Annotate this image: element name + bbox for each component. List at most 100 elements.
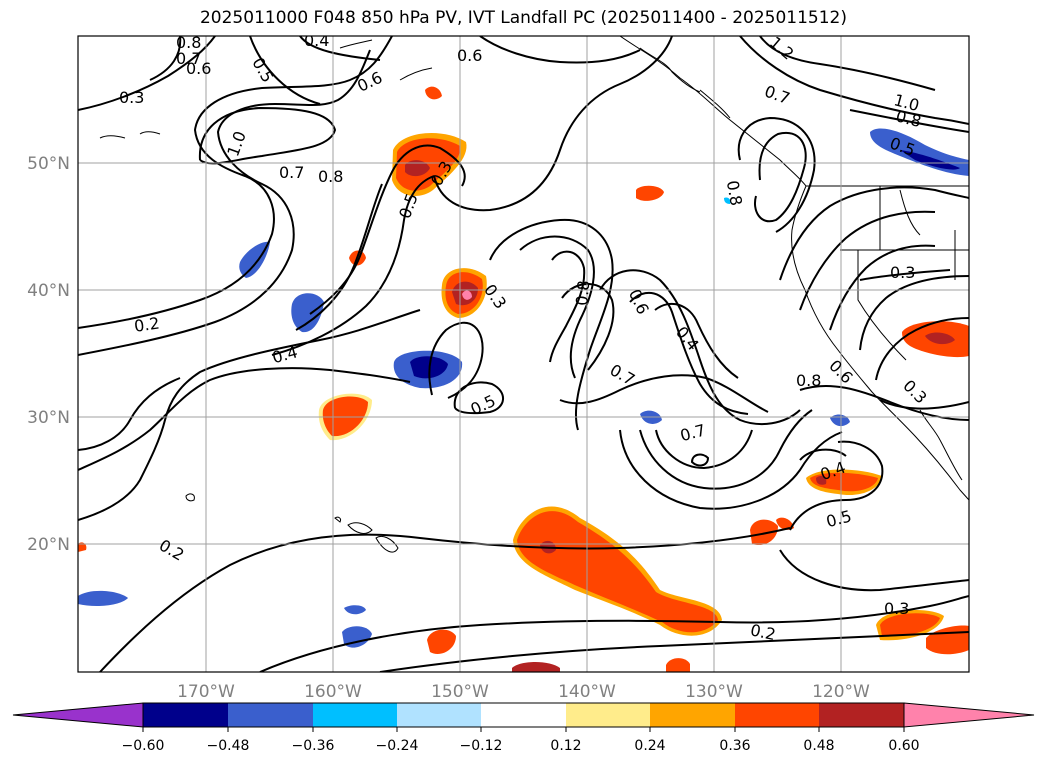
longitude-labels: 170°W 160°W 150°W 140°W 130°W 120°W (177, 682, 870, 702)
contour-line (779, 186, 969, 281)
contour-line (799, 384, 969, 421)
contour-line (654, 302, 739, 379)
lat-label: 40°N (27, 281, 70, 301)
colorbar-tick-label: −0.12 (460, 738, 503, 754)
positive-anomaly-patch (666, 658, 690, 672)
colorbar-tick-label: −0.60 (122, 738, 165, 754)
map-title: 2025011000 F048 850 hPa PV, IVT Landfall… (199, 8, 847, 28)
colorbar-tick-label: 0.60 (888, 738, 919, 754)
contour-line (433, 36, 673, 212)
contour-line (379, 631, 969, 672)
contour-label: 0.7 (762, 82, 792, 109)
contour-line (295, 183, 383, 331)
positive-anomaly-patch (925, 332, 955, 345)
colorbar-extend-high (903, 702, 1035, 728)
contour-label: 0.4 (270, 342, 300, 367)
contour-line (99, 527, 791, 672)
contour-label: 0.8 (176, 33, 201, 52)
latitude-labels: 50°N 40°N 30°N 20°N (27, 154, 70, 555)
coastline (375, 535, 399, 553)
contour-label: 0.7 (678, 420, 708, 445)
contour-line (561, 283, 615, 371)
contour-line (599, 269, 801, 426)
coastline (699, 89, 731, 119)
contour-label: 0.6 (186, 59, 211, 78)
positive-anomaly-patch (926, 625, 969, 655)
map-frame (77, 35, 970, 673)
coastline (899, 189, 921, 236)
contour-line (519, 235, 595, 379)
positive-anomaly-patch (816, 476, 827, 485)
contour-label: 0.5 (468, 391, 499, 419)
negative-anomaly-patch (900, 150, 960, 170)
coastline (939, 439, 963, 481)
contour-line (249, 36, 321, 105)
contour-line (78, 49, 371, 356)
contour-line (754, 131, 807, 223)
contour-label: 0.4 (304, 31, 329, 50)
coastline (347, 522, 373, 534)
contour-line (639, 409, 813, 490)
pv-contours (78, 36, 969, 672)
colorbar-tick-label: 0.36 (719, 738, 750, 754)
contour-label: 0.8 (723, 179, 746, 207)
negative-anomaly-patch (830, 414, 850, 427)
contour-line (479, 36, 641, 64)
positive-anomaly-patch (636, 185, 664, 201)
contour-line (559, 374, 769, 413)
coastline (334, 516, 341, 523)
contour-line (78, 36, 216, 111)
contour-label: 1.0 (223, 129, 250, 159)
positive-anomaly-patch (462, 290, 472, 300)
colorbar-segment (650, 703, 735, 727)
contour-label: 0.8 (572, 280, 593, 307)
contour-label: 0.3 (119, 88, 144, 107)
colorbar-tick-label: −0.24 (376, 738, 419, 754)
contour-line (619, 429, 843, 510)
anomaly-fills (78, 86, 969, 672)
contour-label: 0.2 (749, 620, 778, 644)
contour-line (78, 367, 411, 471)
positive-anomaly-patch (517, 511, 718, 633)
contour-line (78, 309, 421, 521)
colorbar: −0.60 −0.48 −0.36 −0.24 −0.12 0.12 0.24 … (12, 702, 1035, 754)
contour-line (789, 440, 884, 531)
contour-label: 0.6 (825, 356, 856, 387)
colorbar-segment (819, 703, 904, 727)
positive-anomaly-patch (425, 86, 442, 100)
colorbar-frame (142, 702, 905, 728)
colorbar-tick-label: −0.48 (207, 738, 250, 754)
positive-anomaly-patch (78, 542, 87, 552)
positive-anomaly-patch (512, 662, 560, 672)
colorbar-extend-low (12, 702, 144, 728)
colorbar-segment (143, 703, 228, 727)
contour-line (428, 321, 484, 399)
contour-line (271, 175, 435, 356)
coastline (619, 36, 969, 501)
contour-label: 0.2 (156, 535, 188, 564)
coastline (639, 47, 701, 93)
colorbar-ticks (142, 727, 905, 732)
positive-anomaly-patch (810, 472, 878, 492)
contour-label: 0.8 (894, 106, 924, 131)
colorbar-tick-label: −0.36 (292, 738, 335, 754)
negative-anomaly-patch (239, 241, 270, 278)
contour-line (198, 106, 337, 165)
colorbar-tick-label: 0.24 (634, 738, 665, 754)
contour-line (849, 109, 969, 133)
lon-label: 120°W (812, 682, 870, 702)
coastline (139, 131, 161, 135)
colorbar-segment (313, 703, 397, 727)
contour-label: 0.8 (796, 371, 821, 390)
positive-anomaly-patch (427, 629, 456, 655)
contour-line (829, 244, 936, 331)
contour-line (759, 36, 936, 91)
colorbar-segment (228, 703, 313, 727)
contour-line (799, 448, 847, 461)
contour-line (299, 36, 381, 61)
coastline (339, 39, 373, 49)
coastline (99, 135, 126, 139)
negative-anomaly-patch (78, 590, 128, 606)
contour-line (859, 269, 951, 281)
